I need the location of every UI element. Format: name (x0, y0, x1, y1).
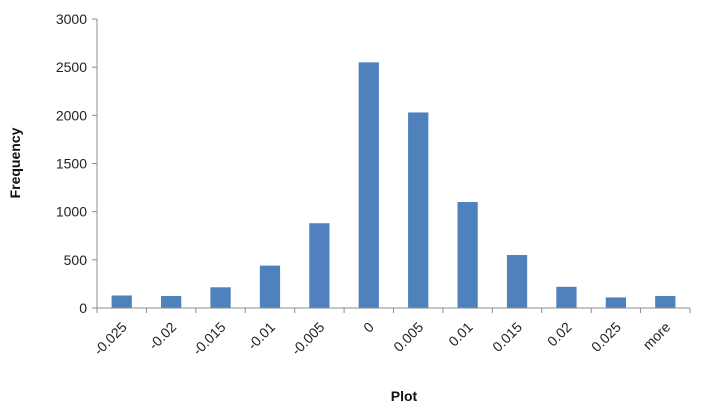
y-axis-title: Frequency (7, 127, 23, 198)
bar (457, 202, 478, 308)
x-tick-label: 0 (360, 319, 377, 336)
y-tick-label: 3000 (56, 11, 87, 27)
bar (309, 223, 330, 308)
bar (160, 295, 182, 308)
x-axis-title: Plot (391, 388, 418, 404)
bar (358, 62, 379, 308)
x-tick-label: -0.02 (145, 319, 179, 353)
x-tick-label: 0.02 (544, 319, 575, 350)
x-tick-label: 0.01 (445, 319, 476, 350)
bar (605, 297, 627, 308)
x-tick-label: -0.015 (189, 319, 229, 359)
y-axis: 0 500 1000 1500 2000 2500 3000 (56, 11, 98, 316)
x-tick-label: -0.025 (90, 319, 130, 359)
y-tick-label: 0 (79, 300, 87, 316)
x-tick-label: 0.015 (489, 319, 525, 355)
bars (111, 62, 676, 309)
x-tick-label: 0.005 (390, 319, 426, 355)
bar (408, 112, 429, 309)
x-tick-label: -0.01 (244, 319, 278, 353)
bar (210, 287, 231, 308)
x-tick-label: more (640, 319, 674, 353)
x-tick-label: -0.005 (288, 319, 328, 359)
y-tick-label: 1500 (56, 156, 87, 172)
y-tick-label: 1000 (56, 204, 87, 220)
y-tick-label: 2000 (56, 107, 87, 123)
bar (655, 295, 676, 308)
x-axis: -0.025 -0.02 -0.015 -0.01 -0.005 0 0.005 0.01 0.… (90, 307, 691, 359)
bar (259, 265, 281, 308)
bar (506, 255, 528, 308)
bar (111, 295, 132, 308)
x-tick-label: 0.025 (588, 319, 624, 355)
y-tick-label: 500 (64, 252, 88, 268)
y-tick-label: 2500 (56, 59, 87, 75)
bar (556, 286, 577, 308)
